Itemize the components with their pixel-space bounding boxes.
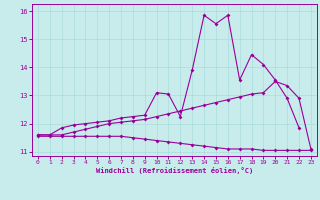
X-axis label: Windchill (Refroidissement éolien,°C): Windchill (Refroidissement éolien,°C) (96, 167, 253, 174)
